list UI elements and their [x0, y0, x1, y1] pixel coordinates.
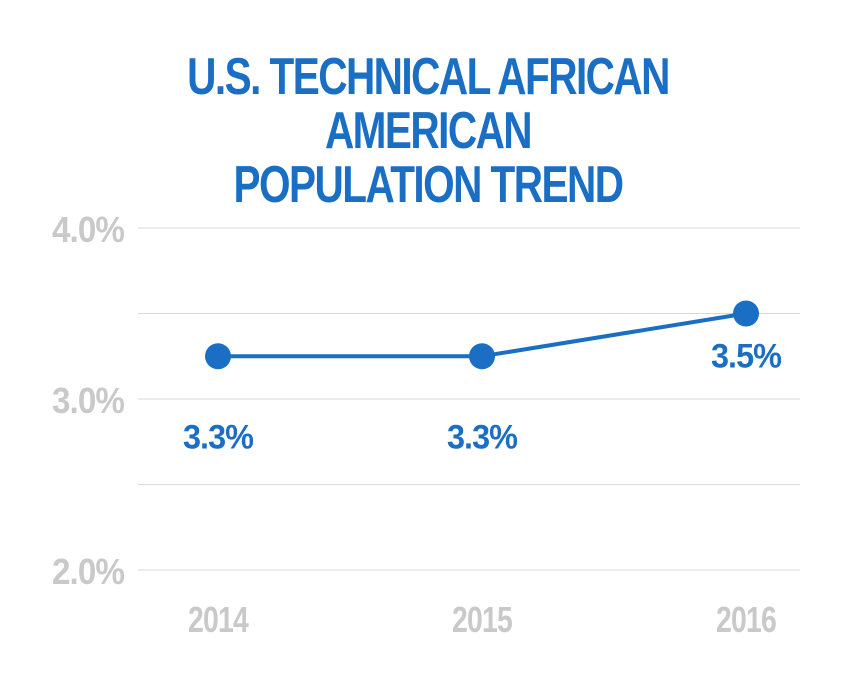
data-label: 3.5% — [711, 338, 782, 376]
data-point — [469, 343, 495, 370]
x-tick-label: 2015 — [452, 599, 513, 640]
x-tick-label: 2016 — [716, 599, 776, 640]
data-point — [733, 300, 759, 327]
data-label: 3.3% — [183, 418, 254, 456]
x-tick-label: 2014 — [188, 599, 249, 640]
y-tick-label: 4.0% — [52, 209, 125, 250]
chart-title-line-1: U.S. TECHNICAL AFRICAN AMERICAN — [187, 48, 670, 160]
chart-title: U.S. TECHNICAL AFRICAN AMERICAN POPULATI… — [94, 50, 762, 212]
y-tick-label: 2.0% — [52, 551, 125, 592]
chart-title-line-2: POPULATION TREND — [233, 156, 624, 214]
data-point — [205, 343, 231, 370]
data-label: 3.3% — [447, 418, 518, 456]
y-tick-label: 3.0% — [52, 380, 125, 421]
